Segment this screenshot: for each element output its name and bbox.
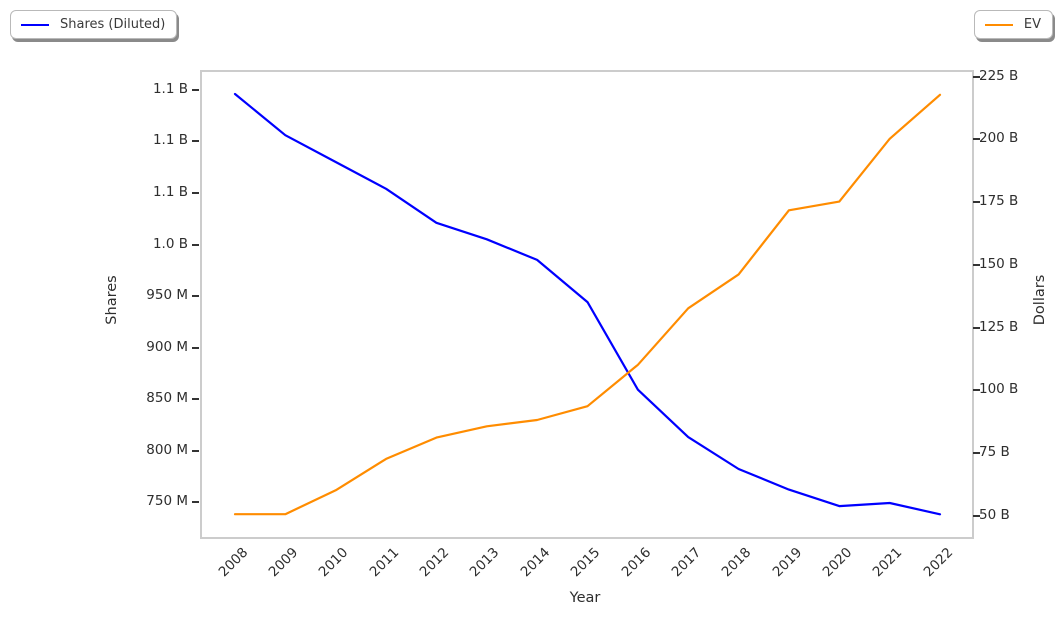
shares-line-swatch <box>21 23 49 26</box>
legend-shares-label: Shares (Diluted) <box>60 17 166 32</box>
left-tick-label: 750 M <box>146 493 188 510</box>
x-tick-label: 2021 <box>869 544 906 581</box>
line-plot <box>233 92 942 516</box>
right-tick-label: 200 B <box>979 130 1019 147</box>
left-tick-label: 1.1 B <box>152 132 188 149</box>
left-tick-mark <box>192 88 199 91</box>
legend-ev: EV <box>973 10 1053 39</box>
right-axis-title: Dollars <box>1032 274 1048 326</box>
right-tick-mark <box>973 452 980 455</box>
x-tick-label: 2011 <box>366 544 402 581</box>
x-tick-label: 2019 <box>769 544 805 581</box>
x-tick-label: 2008 <box>215 544 251 581</box>
right-tick-mark <box>973 263 980 266</box>
legend-ev-label: EV <box>1023 17 1041 32</box>
x-axis-title: Year <box>569 590 601 606</box>
left-tick-label: 1.1 B <box>152 183 188 200</box>
right-tick-label: 175 B <box>979 193 1019 210</box>
right-tick-label: 125 B <box>979 318 1019 335</box>
left-tick-mark <box>192 243 199 246</box>
right-tick-mark <box>973 201 980 204</box>
left-tick-mark <box>192 140 199 143</box>
left-tick-mark <box>192 346 199 349</box>
right-tick-label: 75 B <box>979 444 1010 461</box>
x-tick-label: 2016 <box>618 544 654 581</box>
left-tick-label: 1.1 B <box>152 80 188 97</box>
right-tick-label: 225 B <box>979 67 1019 84</box>
ev-line-swatch <box>984 23 1013 26</box>
x-tick-label: 2012 <box>416 544 453 581</box>
x-tick-label: 2018 <box>718 544 755 581</box>
x-tick-label: 2009 <box>265 544 302 581</box>
x-tick-label: 2014 <box>517 544 554 581</box>
right-tick-mark <box>973 138 980 141</box>
left-tick-mark <box>192 449 199 452</box>
x-tick-label: 2017 <box>668 544 705 581</box>
left-tick-label: 950 M <box>146 286 188 303</box>
ev-line <box>233 93 942 516</box>
right-tick-label: 100 B <box>979 381 1019 398</box>
left-tick-mark <box>192 191 199 194</box>
left-axis-title: Shares <box>104 275 120 325</box>
left-tick-label: 900 M <box>146 338 188 355</box>
left-tick-mark <box>192 295 199 297</box>
left-tick-mark <box>192 398 199 401</box>
right-tick-mark <box>973 326 980 329</box>
right-tick-label: 150 B <box>979 255 1019 272</box>
x-tick-label: 2022 <box>920 544 956 581</box>
plot-area <box>200 70 974 539</box>
right-tick-label: 50 B <box>979 506 1010 523</box>
right-tick-mark <box>973 75 980 78</box>
x-tick-label: 2020 <box>819 544 856 581</box>
right-tick-mark <box>973 389 980 392</box>
shares-line <box>233 92 942 516</box>
x-tick-label: 2013 <box>467 544 503 581</box>
x-tick-label: 2010 <box>316 544 352 581</box>
right-tick-mark <box>973 514 980 517</box>
left-tick-label: 1.0 B <box>152 235 188 252</box>
legend-shares-diluted: Shares (Diluted) <box>10 10 178 39</box>
left-tick-mark <box>192 501 199 504</box>
x-tick-label: 2015 <box>567 544 604 581</box>
left-tick-label: 800 M <box>146 441 188 458</box>
left-tick-label: 850 M <box>146 389 188 406</box>
